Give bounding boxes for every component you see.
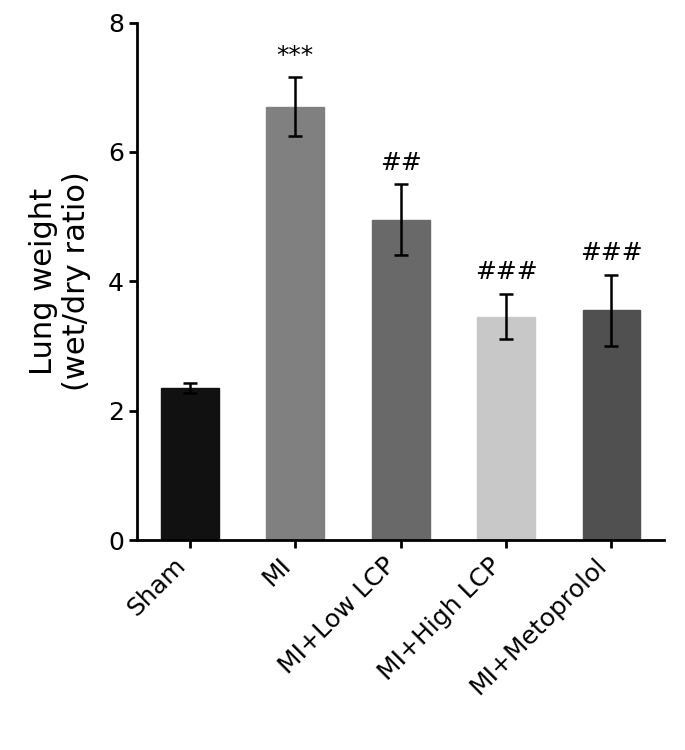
- Bar: [372, 220, 429, 540]
- Bar: [161, 388, 219, 540]
- Text: ###: ###: [580, 241, 643, 265]
- Bar: [582, 310, 640, 540]
- Bar: [266, 106, 324, 540]
- Y-axis label: Lung weight
(wet/dry ratio): Lung weight (wet/dry ratio): [29, 172, 91, 392]
- Text: ###: ###: [475, 260, 538, 284]
- Text: ***: ***: [277, 44, 314, 68]
- Bar: [477, 316, 535, 540]
- Text: ##: ##: [380, 151, 421, 175]
